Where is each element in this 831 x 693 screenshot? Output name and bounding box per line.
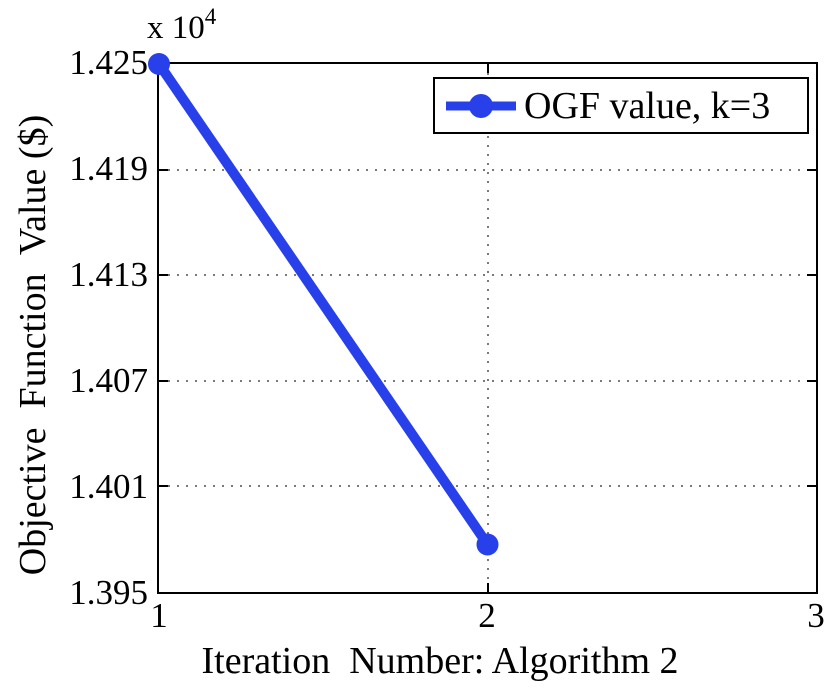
legend: OGF value, k=3 [433,77,809,134]
data-line [154,59,493,550]
plot-inner [148,53,816,592]
axis-tick-mark [487,583,489,592]
data-point-marker [476,533,499,556]
plot-area [148,53,818,594]
axis-tick-mark [807,169,816,171]
axis-tick-mark [807,380,816,382]
data-line-svg [148,53,499,556]
gridline-vertical [487,64,489,592]
legend-sample [446,79,516,132]
y-axis-exponent-label: x 104 [147,5,216,46]
y-tick-label: 1.425 [69,43,148,82]
axis-tick-mark [487,64,489,73]
y-tick-label: 1.401 [69,467,148,506]
axis-tick-mark [159,274,168,276]
axis-tick-mark [159,380,168,382]
exponent-power: 4 [204,4,217,29]
x-axis-label: Iteration Number: Algorithm 2 [201,640,679,682]
y-tick-label: 1.419 [69,149,148,188]
legend-circle-marker-icon [469,93,493,118]
y-tick-label: 1.395 [69,573,148,612]
x-tick-label: 1 [150,596,168,635]
y-tick-label: 1.407 [69,361,148,400]
x-tick-label: 2 [478,596,496,635]
x-tick-label: 3 [807,596,825,635]
y-tick-label: 1.413 [69,255,148,294]
y-axis-label: Objective Function Value ($) [12,114,54,576]
data-point-marker [148,53,170,75]
axis-tick-mark [807,274,816,276]
legend-label: OGF value, k=3 [524,84,771,127]
axis-tick-mark [159,485,168,487]
exponent-prefix: x 10 [147,10,205,46]
axis-tick-mark [807,485,816,487]
axis-tick-mark [159,169,168,171]
